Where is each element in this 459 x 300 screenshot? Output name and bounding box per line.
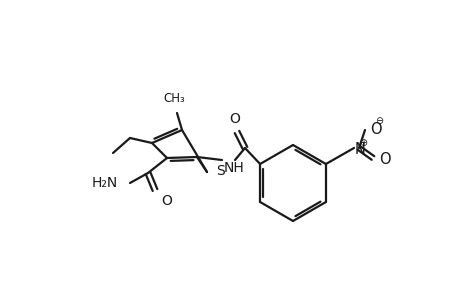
Text: O: O xyxy=(161,194,172,208)
Text: O: O xyxy=(229,112,240,126)
Text: S: S xyxy=(216,164,224,178)
Text: H₂N: H₂N xyxy=(91,176,118,190)
Text: ⊖: ⊖ xyxy=(374,116,382,126)
Text: O: O xyxy=(369,122,381,136)
Text: O: O xyxy=(378,152,390,166)
Text: ⊕: ⊕ xyxy=(358,138,366,148)
Text: CH₃: CH₃ xyxy=(163,92,185,105)
Text: N: N xyxy=(354,142,365,157)
Text: NH: NH xyxy=(224,161,244,175)
